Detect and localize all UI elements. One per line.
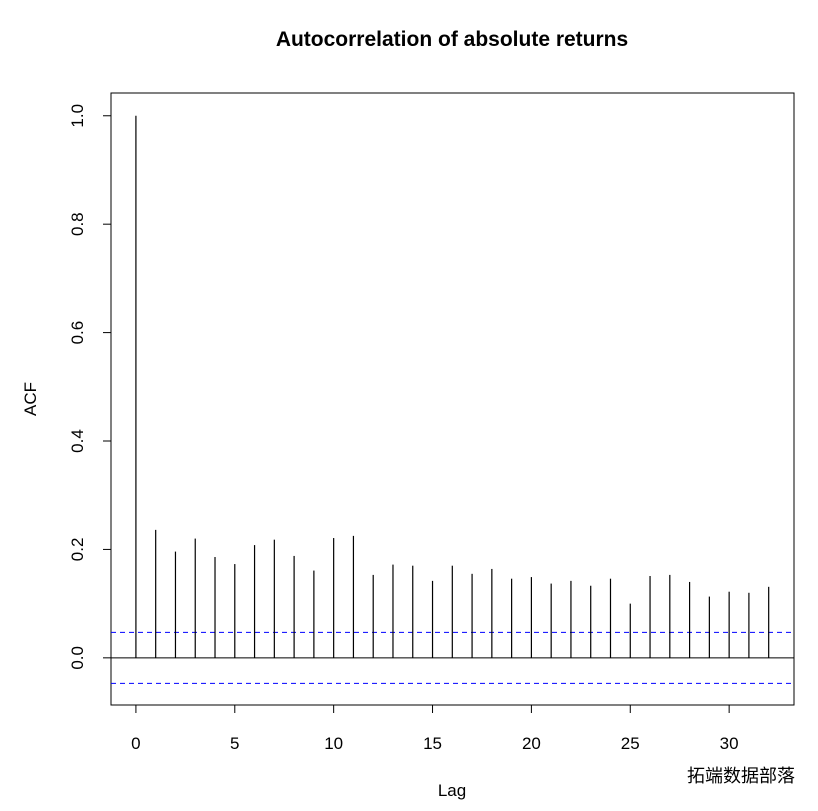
x-axis-label: Lag	[438, 781, 466, 800]
y-tick-label: 0.6	[68, 321, 87, 345]
watermark: 拓端数据部落	[687, 766, 795, 786]
x-tick-label: 5	[230, 734, 239, 753]
y-tick-label: 0.0	[68, 646, 87, 670]
y-tick-label: 0.8	[68, 212, 87, 236]
x-tick-label: 25	[621, 734, 640, 753]
y-axis-label: ACF	[21, 382, 40, 416]
x-tick-label: 30	[720, 734, 739, 753]
x-tick-label: 0	[131, 734, 140, 753]
y-tick-label: 0.4	[68, 429, 87, 453]
x-tick-label: 10	[324, 734, 343, 753]
x-tick-label: 20	[522, 734, 541, 753]
x-tick-label: 15	[423, 734, 442, 753]
chart-title: Autocorrelation of absolute returns	[276, 28, 628, 51]
y-tick-label: 0.2	[68, 538, 87, 562]
y-tick-label: 1.0	[68, 104, 87, 128]
